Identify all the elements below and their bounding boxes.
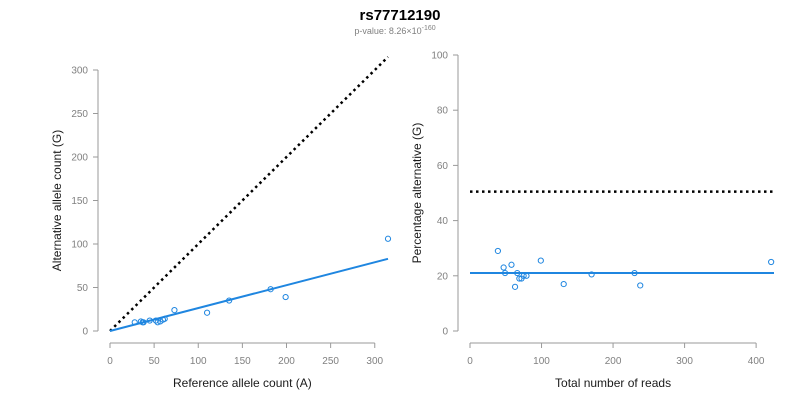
- x-tick-label: 300: [366, 356, 383, 367]
- x-tick-label: 100: [533, 356, 550, 367]
- data-point: [588, 271, 595, 278]
- y-tick-label: 80: [437, 106, 449, 117]
- data-point: [768, 258, 775, 266]
- y-tick-label: 20: [437, 271, 449, 282]
- p-value-exponent: -160: [422, 25, 436, 32]
- y-tick-label: 50: [77, 283, 89, 294]
- expected-dotted-line: [109, 56, 389, 332]
- right-panel-percentage-alternative: 0 100 200 300 400 0 20 40 60 80 100 Total number of…: [410, 51, 775, 390]
- y-tick-label: 200: [71, 153, 88, 164]
- data-point: [131, 319, 138, 326]
- data-point: [203, 309, 211, 316]
- x-tick-label: 400: [748, 356, 765, 367]
- data-point: [537, 257, 544, 264]
- data-point: [637, 282, 644, 289]
- y-axis-label: Alternative allele count (G): [50, 130, 64, 271]
- y-tick-label: 100: [71, 240, 88, 251]
- data-point: [511, 283, 519, 290]
- x-tick-label: 0: [467, 356, 473, 367]
- data-point: [267, 286, 274, 293]
- data-point: [384, 235, 392, 242]
- x-tick-label: 50: [149, 356, 161, 367]
- left-panel-allele-counts: 0 50 100 150 200 250 300 0 50 100 150 200 250 300 Refe…: [50, 56, 392, 390]
- y-tick-label: 0: [442, 327, 448, 338]
- x-axis-label: Reference allele count (A): [173, 376, 312, 390]
- data-point: [494, 247, 501, 255]
- y-tick-label: 150: [71, 196, 88, 207]
- data-point: [171, 307, 178, 314]
- data-point: [226, 297, 233, 304]
- p-value-prefix: p-value: 8.26×10: [354, 26, 421, 36]
- data-point: [514, 269, 521, 277]
- data-point: [523, 272, 530, 279]
- data-point: [282, 293, 289, 301]
- data-point: [161, 315, 168, 322]
- data-point: [508, 261, 515, 268]
- data-point: [560, 280, 567, 288]
- x-tick-label: 200: [605, 356, 622, 367]
- x-tick-label: 300: [676, 356, 693, 367]
- x-tick-label: 100: [190, 356, 207, 367]
- data-point: [154, 319, 161, 326]
- y-tick-label: 100: [431, 51, 448, 62]
- x-tick-label: 150: [234, 356, 251, 367]
- data-point: [146, 317, 153, 324]
- chart-title: rs77712190: [360, 7, 441, 24]
- chart-subtitle: p-value: 8.26×10-160: [354, 25, 435, 36]
- y-tick-label: 250: [71, 109, 88, 120]
- data-point: [501, 269, 509, 277]
- x-axis-label: Total number of reads: [555, 376, 671, 390]
- data-point: [520, 272, 527, 279]
- y-axis-label: Percentage alternative (G): [410, 123, 424, 264]
- data-point: [140, 319, 147, 326]
- y-tick-label: 40: [437, 216, 449, 227]
- data-point: [152, 317, 159, 324]
- y-tick-label: 60: [437, 161, 449, 172]
- y-tick-label: 0: [82, 327, 88, 338]
- data-point: [631, 269, 638, 277]
- fit-line: [109, 257, 389, 332]
- data-point: [500, 264, 507, 271]
- data-point: [516, 275, 523, 282]
- x-tick-label: 200: [278, 356, 295, 367]
- y-tick-label: 300: [71, 66, 88, 77]
- x-tick-label: 0: [107, 356, 113, 367]
- x-tick-label: 250: [322, 356, 339, 367]
